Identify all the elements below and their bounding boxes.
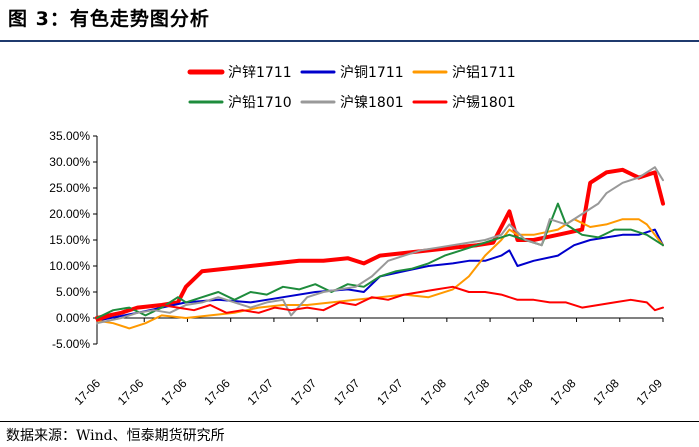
y-tick-label: 25.00% bbox=[49, 181, 90, 195]
series-line-4 bbox=[96, 166, 664, 325]
x-tick-label: 17-06 bbox=[158, 376, 190, 408]
y-tick-label: 5.00% bbox=[56, 285, 90, 299]
x-tick-label: 17-06 bbox=[201, 376, 233, 408]
series-line-1 bbox=[96, 228, 664, 322]
x-tick-label: 17-07 bbox=[331, 376, 363, 408]
x-tick-label: 17-08 bbox=[547, 376, 579, 408]
chart-legend: 沪锌1711 沪铜1711 沪铝1711 沪铅1710 沪镍1801 沪锡1801 bbox=[187, 65, 516, 111]
footer-divider bbox=[0, 421, 699, 422]
x-tick-label: 17-07 bbox=[288, 376, 320, 408]
x-tick-label: 17-08 bbox=[417, 376, 449, 408]
x-tick-label: 17-06 bbox=[72, 376, 104, 408]
data-source-note: 数据来源：Wind、恒泰期货研究所 bbox=[6, 428, 225, 444]
legend-label: 沪铅1710 bbox=[228, 95, 292, 111]
title-divider bbox=[0, 40, 699, 42]
legend-label: 沪锌1711 bbox=[228, 65, 292, 81]
y-tick-label: 15.00% bbox=[49, 233, 90, 247]
y-tick-label: -5.00% bbox=[52, 337, 90, 351]
series-line-2 bbox=[96, 218, 664, 330]
y-tick-label: 20.00% bbox=[49, 207, 90, 221]
y-tick-label: 0.00% bbox=[56, 311, 90, 325]
x-tick-label: 17-06 bbox=[115, 376, 147, 408]
chart-series bbox=[95, 166, 665, 330]
y-tick-label: 35.00% bbox=[49, 129, 90, 143]
legend-label: 沪铝1711 bbox=[452, 65, 516, 81]
x-tick-label: 17-07 bbox=[374, 376, 406, 408]
series-line-0 bbox=[95, 167, 665, 320]
x-tick-label: 17-09 bbox=[634, 376, 666, 408]
x-tick-label: 17-08 bbox=[590, 376, 622, 408]
series-line-5 bbox=[96, 285, 664, 322]
x-axis: 17-06 17-06 17-06 17-06 17-07 17-07 17-07 17-07… bbox=[72, 317, 666, 408]
x-tick-label: 17-07 bbox=[244, 376, 276, 408]
line-chart: 沪锌1711 沪铜1711 沪铝1711 沪铅1710 沪镍1801 沪锡1801 -5.… bbox=[49, 65, 666, 408]
x-tick-label: 17-08 bbox=[504, 376, 536, 408]
y-axis: -5.00% 0.00% 5.00% 10.00% 15.00% 20.00% 25.00%… bbox=[49, 129, 98, 351]
legend-label: 沪镍1801 bbox=[340, 95, 404, 111]
y-tick-label: 30.00% bbox=[49, 155, 90, 169]
figure-title: 图 3：有色走势图分析 bbox=[8, 8, 210, 30]
x-tick-label: 17-08 bbox=[461, 376, 493, 408]
legend-label: 沪铜1711 bbox=[340, 65, 404, 81]
legend-label: 沪锡1801 bbox=[452, 95, 516, 111]
y-tick-label: 10.00% bbox=[49, 259, 90, 273]
